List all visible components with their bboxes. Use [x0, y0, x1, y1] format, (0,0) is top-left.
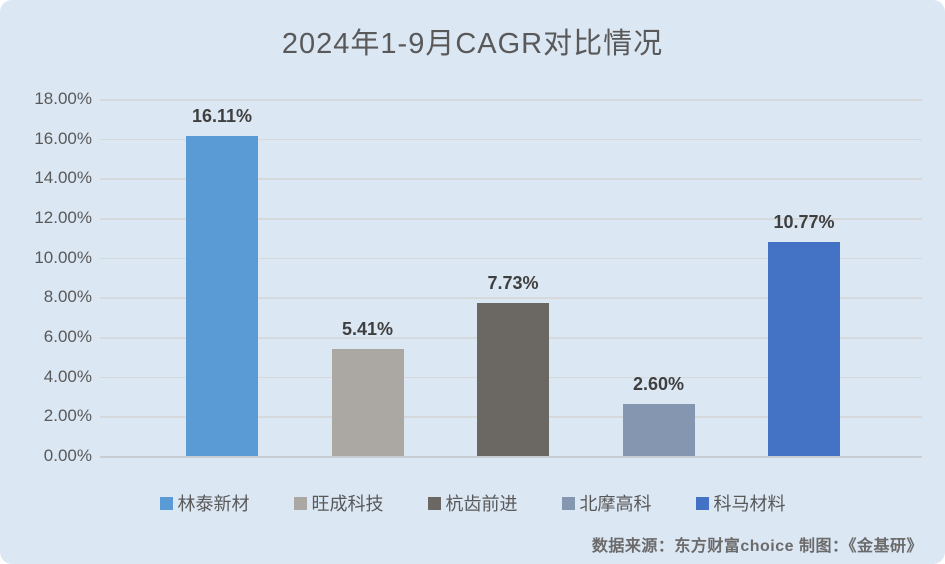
- plot-area: 18.00% 16.00% 14.00% 12.00% 10.00% 8.00% 6.00%…: [0, 89, 945, 465]
- y-axis-tick-label: 10.00%: [34, 247, 92, 267]
- y-axis-tick-label: 4.00%: [43, 366, 92, 386]
- bar-2: [331, 348, 404, 456]
- legend-swatch: [159, 496, 173, 510]
- bar-value-label: 10.77%: [773, 212, 835, 233]
- gridline: [100, 257, 922, 260]
- y-axis-tick-label: 2.00%: [43, 406, 92, 426]
- legend-item: 北摩高科: [561, 490, 652, 516]
- bar-3: [477, 302, 549, 456]
- legend: 林泰新材 旺成科技 杭齿前进 北摩高科 科马材料: [0, 490, 945, 516]
- bar-value-label: 2.60%: [632, 374, 685, 395]
- bar-1: [186, 136, 258, 456]
- gridline: [100, 218, 922, 220]
- legend-item: 林泰新材: [159, 490, 250, 516]
- legend-swatch: [293, 496, 307, 510]
- legend-swatch: [695, 496, 709, 510]
- y-axis-tick-label: 12.00%: [34, 208, 92, 227]
- y-axis-tick-label: 6.00%: [43, 327, 92, 346]
- legend-item: 科马材料: [695, 490, 786, 516]
- gridline: [100, 99, 922, 101]
- bar-value-label: 7.73%: [487, 272, 539, 293]
- y-axis-tick-label: 0.00%: [43, 446, 92, 465]
- y-axis-tick-label: 14.00%: [34, 168, 92, 188]
- legend-item: 杭齿前进: [427, 490, 518, 516]
- legend-swatch: [427, 496, 441, 510]
- legend-label: 林泰新材: [177, 494, 250, 514]
- y-axis-tick-label: 16.00%: [34, 128, 92, 148]
- bar-value-label: 16.11%: [191, 106, 253, 127]
- legend-item: 旺成科技: [293, 490, 384, 516]
- source-note: 数据来源：东方财富choice 制图：《金基研》: [591, 538, 923, 555]
- legend-label: 旺成科技: [311, 494, 384, 514]
- y-axis-tick-label: 18.00%: [34, 89, 92, 108]
- gridline: [100, 138, 922, 141]
- legend-swatch: [561, 496, 575, 510]
- bar-4: [622, 404, 695, 456]
- bar-5: [768, 242, 840, 456]
- legend-label: 杭齿前进: [445, 494, 518, 514]
- y-axis-tick-label: 8.00%: [43, 287, 92, 307]
- bar-value-label: 5.41%: [341, 318, 394, 339]
- chart-title: 2024年1-9月CAGR对比情况: [281, 28, 664, 60]
- gridline: [100, 456, 922, 458]
- legend-label: 科马材料: [713, 494, 786, 514]
- gridline: [100, 178, 922, 180]
- gridline: [100, 297, 922, 299]
- legend-label: 北摩高科: [579, 494, 652, 514]
